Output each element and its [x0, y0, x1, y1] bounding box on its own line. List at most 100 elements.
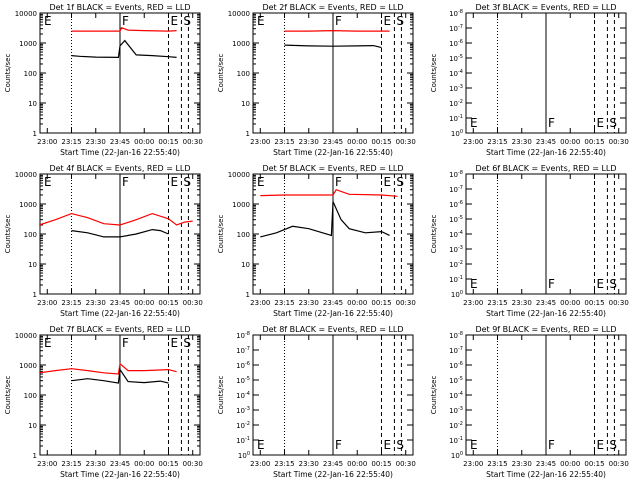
x-tick-label: 23:45 — [110, 138, 130, 146]
events-series-line — [284, 44, 382, 49]
marker-label: E — [596, 116, 604, 130]
x-tick-label: 23:00 — [250, 460, 270, 468]
x-tick-label: 23:15 — [274, 460, 294, 468]
x-tick-label: 00:30 — [183, 460, 203, 468]
panel-5: Det 5f BLACK = Events, RED = LLD Counts/s… — [217, 164, 416, 318]
y-tick-label: 10-4 — [449, 230, 463, 239]
marker-label: E — [257, 438, 265, 452]
x-tick-label: 00:00 — [347, 299, 367, 307]
y-tick-label: 10 — [28, 261, 37, 269]
chart-title: Det 9f BLACK = Events, RED = LLD — [475, 325, 616, 334]
y-tick-label: 100 — [451, 290, 463, 299]
x-tick-label: 23:30 — [512, 138, 532, 146]
chart-title: Det 1f BLACK = Events, RED = LLD — [49, 3, 190, 12]
x-tick-label: 23:00 — [37, 138, 57, 146]
x-tick-label: 00:15 — [371, 138, 391, 146]
y-tick-label: 10-4 — [449, 69, 463, 78]
marker-label: F — [335, 14, 342, 28]
x-tick-label: 00:30 — [183, 138, 203, 146]
x-axis-label: Start Time (22-Jan-16 22:55:40) — [486, 309, 606, 318]
x-tick-label: 23:15 — [487, 460, 507, 468]
y-tick-label: 10-3 — [236, 406, 250, 415]
marker-label: E — [383, 175, 391, 189]
chart-title: Det 3f BLACK = Events, RED = LLD — [475, 3, 616, 12]
marker-label: F — [335, 175, 342, 189]
x-tick-label: 23:00 — [463, 460, 483, 468]
x-tick-label: 00:00 — [134, 460, 154, 468]
x-axis-label: Start Time (22-Jan-16 22:55:40) — [273, 148, 393, 157]
marker-label: E — [470, 438, 478, 452]
chart-title: Det 5f BLACK = Events, RED = LLD — [262, 164, 403, 173]
panel-6: Det 6f BLACK = Events, RED = LLD Counts/s… — [430, 164, 629, 318]
marker-label: F — [548, 438, 555, 452]
chart-title: Det 8f BLACK = Events, RED = LLD — [262, 325, 403, 334]
x-tick-label: 00:30 — [609, 299, 629, 307]
y-tick-label: 1 — [246, 130, 250, 138]
marker-label: F — [335, 438, 342, 452]
x-tick-label: 23:00 — [37, 299, 57, 307]
y-tick-label: 10-7 — [449, 185, 463, 194]
x-tick-label: 00:15 — [371, 460, 391, 468]
x-tick-label: 00:00 — [560, 460, 580, 468]
marker-label: E — [257, 175, 265, 189]
y-tick-label: 10-4 — [236, 391, 250, 400]
panel-7: Det 7f BLACK = Events, RED = LLD Counts/s… — [4, 325, 203, 479]
y-tick-label: 10-1 — [449, 114, 463, 123]
marker-label: E — [170, 14, 178, 28]
x-tick-label: 00:15 — [584, 138, 604, 146]
x-tick-label: 23:45 — [323, 138, 343, 146]
y-tick-label: 10-6 — [449, 39, 463, 48]
x-axis-label: Start Time (22-Jan-16 22:55:40) — [486, 148, 606, 157]
panel-3: Det 3f BLACK = Events, RED = LLD Counts/s… — [430, 3, 629, 157]
x-axis-label: Start Time (22-Jan-16 22:55:40) — [273, 309, 393, 318]
x-tick-label: 23:45 — [323, 299, 343, 307]
y-tick-label: 10-7 — [449, 346, 463, 355]
x-tick-label: 00:15 — [158, 138, 178, 146]
chart-title: Det 7f BLACK = Events, RED = LLD — [49, 325, 190, 334]
x-tick-label: 23:30 — [299, 460, 319, 468]
y-tick-label: 10-8 — [236, 331, 250, 340]
y-tick-label: 1 — [33, 291, 37, 299]
y-axis-label: Counts/sec — [4, 215, 12, 254]
y-tick-label: 10000 — [15, 10, 37, 18]
x-axis-label: Start Time (22-Jan-16 22:55:40) — [60, 309, 180, 318]
x-axis-label: Start Time (22-Jan-16 22:55:40) — [60, 470, 180, 479]
x-tick-label: 23:15 — [487, 299, 507, 307]
marker-label: F — [548, 277, 555, 291]
y-tick-label: 10-4 — [449, 391, 463, 400]
events-series-line — [71, 228, 169, 238]
y-tick-label: 10-2 — [449, 421, 463, 430]
x-axis-label: Start Time (22-Jan-16 22:55:40) — [486, 470, 606, 479]
y-tick-label: 10000 — [228, 171, 250, 179]
x-tick-label: 23:15 — [61, 460, 81, 468]
x-tick-label: 23:00 — [37, 460, 57, 468]
marker-label: S — [609, 116, 617, 130]
y-tick-label: 10-3 — [449, 406, 463, 415]
y-tick-label: 100 — [451, 129, 463, 138]
y-tick-label: 10-7 — [449, 24, 463, 33]
y-axis-label: Counts/sec — [430, 215, 438, 254]
panel-4: Det 4f BLACK = Events, RED = LLD Counts/s… — [4, 164, 203, 318]
y-axis-label: Counts/sec — [430, 54, 438, 93]
chart-title: Det 4f BLACK = Events, RED = LLD — [49, 164, 190, 173]
x-tick-label: 00:15 — [584, 299, 604, 307]
lld-series-line — [284, 29, 390, 32]
marker-label: F — [122, 175, 129, 189]
marker-label: F — [122, 336, 129, 350]
x-axis-label: Start Time (22-Jan-16 22:55:40) — [60, 148, 180, 157]
y-tick-label: 100 — [237, 231, 250, 239]
y-tick-label: 10000 — [15, 171, 37, 179]
marker-label: F — [122, 14, 129, 28]
panel-9: Det 9f BLACK = Events, RED = LLD Counts/s… — [430, 325, 629, 479]
y-tick-label: 10-1 — [449, 436, 463, 445]
events-series-line — [71, 39, 177, 59]
chart-title: Det 2f BLACK = Events, RED = LLD — [262, 3, 403, 12]
marker-label: E — [470, 277, 478, 291]
panel-8: Det 8f BLACK = Events, RED = LLD Counts/s… — [217, 325, 416, 479]
y-tick-label: 10-3 — [449, 245, 463, 254]
x-tick-label: 23:00 — [463, 138, 483, 146]
x-tick-label: 23:30 — [86, 138, 106, 146]
y-tick-label: 10 — [28, 100, 37, 108]
x-tick-label: 23:30 — [512, 299, 532, 307]
y-tick-label: 100 — [238, 451, 250, 460]
